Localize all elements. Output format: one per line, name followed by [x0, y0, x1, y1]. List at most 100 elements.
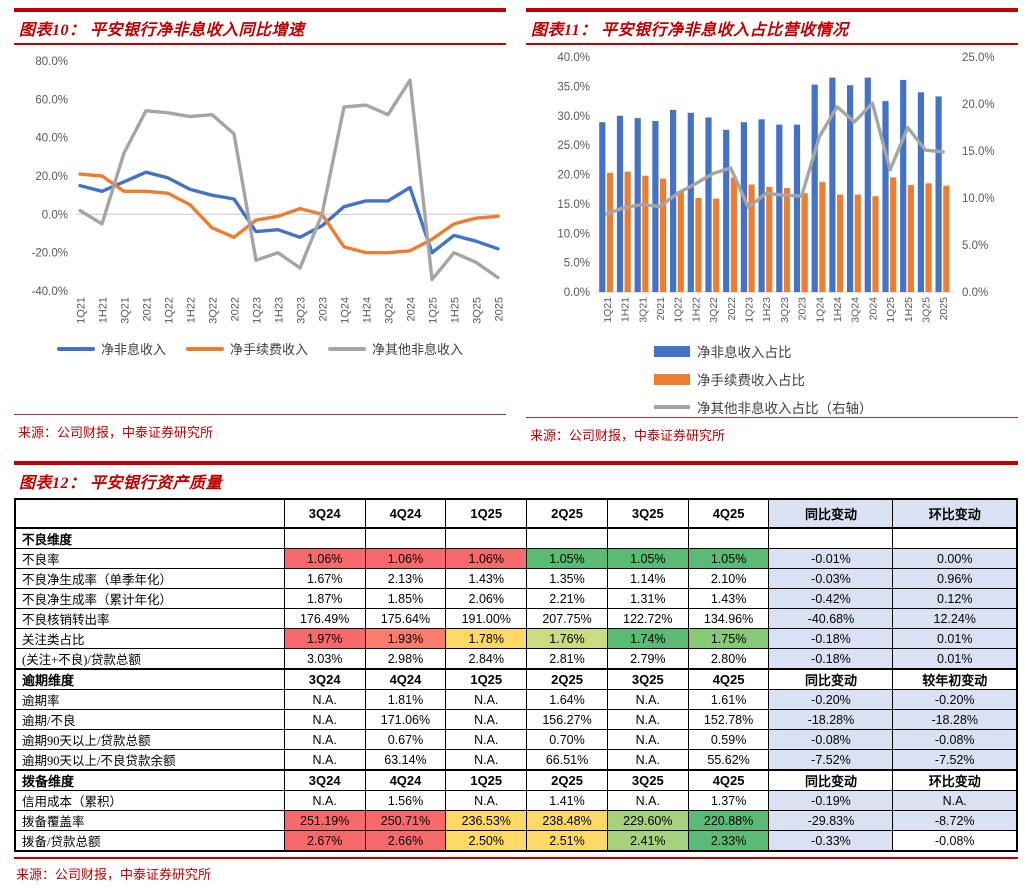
table-cell: 2.50%	[445, 830, 528, 852]
right-y-axis-tick-label: 15.0%	[962, 146, 995, 158]
figure-12-top-bar	[14, 461, 1018, 465]
bar-净手续费收入占比	[695, 198, 702, 292]
x-axis-tick-label: 1Q24	[340, 297, 352, 324]
bar-净非息收入占比	[758, 119, 765, 292]
x-axis-tick-label: 2024	[406, 297, 418, 321]
table-cell: 12.24%	[892, 608, 1018, 629]
table-cell: 1.31%	[606, 588, 689, 609]
table-cell: N.A.	[606, 729, 689, 750]
table-header-cell: 4Q25	[687, 498, 770, 529]
bar-净非息收入占比	[740, 122, 747, 292]
table-cell: 1.43%	[445, 568, 528, 589]
right-y-axis-tick-label: 20.0%	[962, 99, 995, 111]
table-row-不良净生成率（单季年化）: 不良净生成率（单季年化） 1.67% 2.13% 1.43% 1.35% 1.14% 2.1…	[14, 568, 1018, 589]
x-axis-tick-label: 1Q25	[428, 297, 440, 324]
table-cell: 1.74%	[606, 628, 689, 649]
table-cell: -0.20%	[768, 689, 894, 710]
table-cell: 251.19%	[283, 810, 366, 831]
table-row-信用成本（累积）: 信用成本（累积） N.A. 1.56% N.A. 1.41% N.A. 1.37% -0.19…	[14, 790, 1018, 811]
right-y-axis-tick-label: 25.0%	[962, 52, 995, 64]
table-cell: 3Q25	[606, 769, 689, 791]
table-cell: N.A.	[283, 729, 366, 750]
bar-净非息收入占比	[829, 77, 836, 292]
bar-swatch-icon	[654, 345, 690, 357]
line-swatch-icon	[328, 346, 366, 351]
row-label-cell: 逾期90天以上/贷款总额	[14, 729, 285, 750]
table-cell: 1.61%	[687, 689, 770, 710]
table-cell: 1.75%	[687, 628, 770, 649]
bar-净非息收入占比	[882, 101, 889, 292]
x-axis-tick-label: 1H25	[450, 297, 462, 323]
table-cell	[283, 527, 366, 549]
table-cell: N.A.	[892, 790, 1018, 811]
table-cell: 1.56%	[364, 790, 447, 811]
row-label-cell: 逾期/不良	[14, 709, 285, 730]
row-label-cell: 拨备维度	[14, 769, 285, 791]
x-axis-tick-label: 1H22	[690, 297, 702, 322]
table-cell: -0.19%	[768, 790, 894, 811]
x-axis-tick-label: 2021	[142, 297, 154, 321]
table-cell: 1Q25	[445, 769, 528, 791]
table-cell: 3Q25	[606, 668, 689, 690]
x-axis-tick-label: 3Q24	[384, 297, 396, 324]
figure-10-top-bar	[14, 8, 506, 12]
bar-净非息收入占比	[599, 122, 606, 292]
legend-label: 净手续费收入	[229, 342, 308, 357]
table-cell: 1.67%	[283, 568, 366, 589]
figure-12-bottom-rule	[14, 857, 1018, 859]
table-cell: -0.08%	[892, 729, 1018, 750]
table-cell: 4Q24	[364, 668, 447, 690]
bar-净手续费收入占比	[925, 183, 932, 292]
table-cell: 0.01%	[892, 648, 1018, 670]
table-cell: -40.68%	[768, 608, 894, 629]
table-cell: 环比变动	[892, 769, 1018, 791]
table-cell: 1.43%	[687, 588, 770, 609]
bar-净手续费收入占比	[819, 182, 826, 292]
x-axis-tick-label: 1Q23	[252, 297, 264, 324]
chart-10-legend: 净非息收入 净手续费收入 净其他非息收入	[14, 339, 506, 358]
x-axis-tick-label: 2023	[318, 297, 330, 321]
table-cell: 63.14%	[364, 749, 447, 771]
table-row-逾期维度: 逾期维度 3Q24 4Q24 1Q25 2Q25 3Q25 4Q25 同比变动 较年初变动	[14, 668, 1018, 690]
x-axis-tick-label: 1Q21	[76, 297, 88, 324]
table-cell: N.A.	[445, 790, 528, 811]
table-cell: 122.72%	[606, 608, 689, 629]
x-axis-tick-label: 1H25	[903, 297, 915, 322]
figure-10-title: 图表10： 平安银行净非息收入同比增速	[14, 12, 506, 45]
table-cell: -29.83%	[768, 810, 894, 831]
table-cell: N.A.	[283, 749, 366, 771]
table-cell: 176.49%	[283, 608, 366, 629]
x-axis-tick-label: 1Q21	[602, 297, 614, 323]
x-axis-tick-label: 1H24	[832, 297, 844, 322]
table-cell: N.A.	[606, 709, 689, 730]
table-header-cell: 3Q25	[606, 498, 689, 529]
figure-11-source: 来源：公司财报，中泰证券研究所	[526, 417, 1018, 444]
table-cell	[445, 527, 528, 549]
table-cell	[892, 527, 1018, 549]
table-body: 不良维度 不良率 1.06% 1.06% 1.06% 1.05% 1.05% 1.05% -0.…	[14, 527, 1018, 852]
table-cell: N.A.	[445, 709, 528, 730]
table-cell: 1.41%	[526, 790, 608, 811]
table-cell: N.A.	[606, 689, 689, 710]
table-cell: 175.64%	[364, 608, 447, 629]
x-axis-tick-label: 1Q22	[673, 297, 685, 323]
table-cell: 0.00%	[892, 548, 1018, 569]
table-cell: 2.84%	[445, 648, 528, 670]
table-cell: 0.96%	[892, 568, 1018, 589]
x-axis-tick-label: 2024	[867, 297, 879, 321]
x-axis-tick-label: 3Q21	[637, 297, 649, 323]
left-y-axis-tick-label: 15.0%	[557, 199, 590, 211]
chart-11-legend: 净非息收入占比 净手续费收入占比 净其他非息收入占比（右轴）	[654, 341, 1018, 417]
table-cell: -0.20%	[892, 689, 1018, 710]
table-cell: 229.60%	[606, 810, 689, 831]
table-cell: 1.37%	[687, 790, 770, 811]
x-axis-tick-label: 3Q23	[779, 297, 791, 323]
figure-12-title: 图表12： 平安银行资产质量	[19, 475, 223, 492]
y-axis-tick-label: -40.0%	[32, 286, 68, 298]
table-row-逾期90天以上/贷款总额: 逾期90天以上/贷款总额 N.A. 0.67% N.A. 0.70% N.A. 0.59% -…	[14, 729, 1018, 750]
x-axis-tick-label: 2025	[494, 297, 506, 321]
y-axis-tick-label: 40.0%	[35, 133, 68, 145]
bar-净非息收入占比	[935, 96, 942, 293]
table-row-拨备维度: 拨备维度 3Q24 4Q24 1Q25 2Q25 3Q25 4Q25 同比变动 环比变动	[14, 769, 1018, 791]
bar-净手续费收入占比	[837, 194, 844, 292]
